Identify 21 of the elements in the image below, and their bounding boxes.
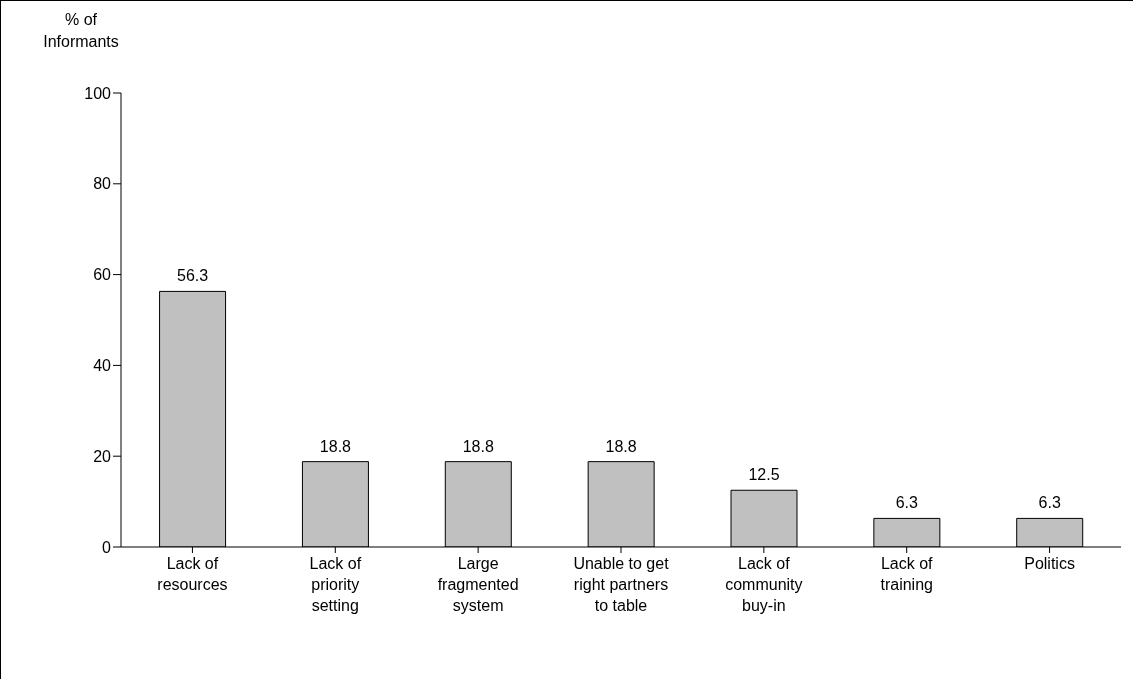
data-label: 18.8 [605,437,637,455]
y-tick-label: 20 [93,447,112,465]
data-label: 6.3 [1038,494,1061,512]
y-tick-label: 100 [84,84,112,102]
x-tick-label: Lack of community buy-in [725,555,803,614]
y-tick-label: 0 [102,538,112,556]
data-label: 6.3 [895,494,919,512]
x-tick-label: Unable to get right partners to table [573,555,670,614]
x-tick-label: Lack of resources [157,555,228,593]
x-tick-label: Large fragmented system [437,555,519,614]
data-label: 56.3 [177,267,209,285]
y-tick-label: 60 [93,266,112,284]
data-label: 12.5 [748,466,780,484]
y-tick-label: 80 [93,175,112,193]
data-label: 18.8 [462,437,494,455]
y-axis-title: % of Informants [42,10,120,52]
data-label: 18.8 [319,437,352,455]
x-tick-label: Lack of priority setting [309,555,362,614]
y-tick-label: 40 [93,357,112,375]
x-tick-label: Lack of training [880,555,934,593]
x-tick-label: Politics [1024,555,1075,572]
